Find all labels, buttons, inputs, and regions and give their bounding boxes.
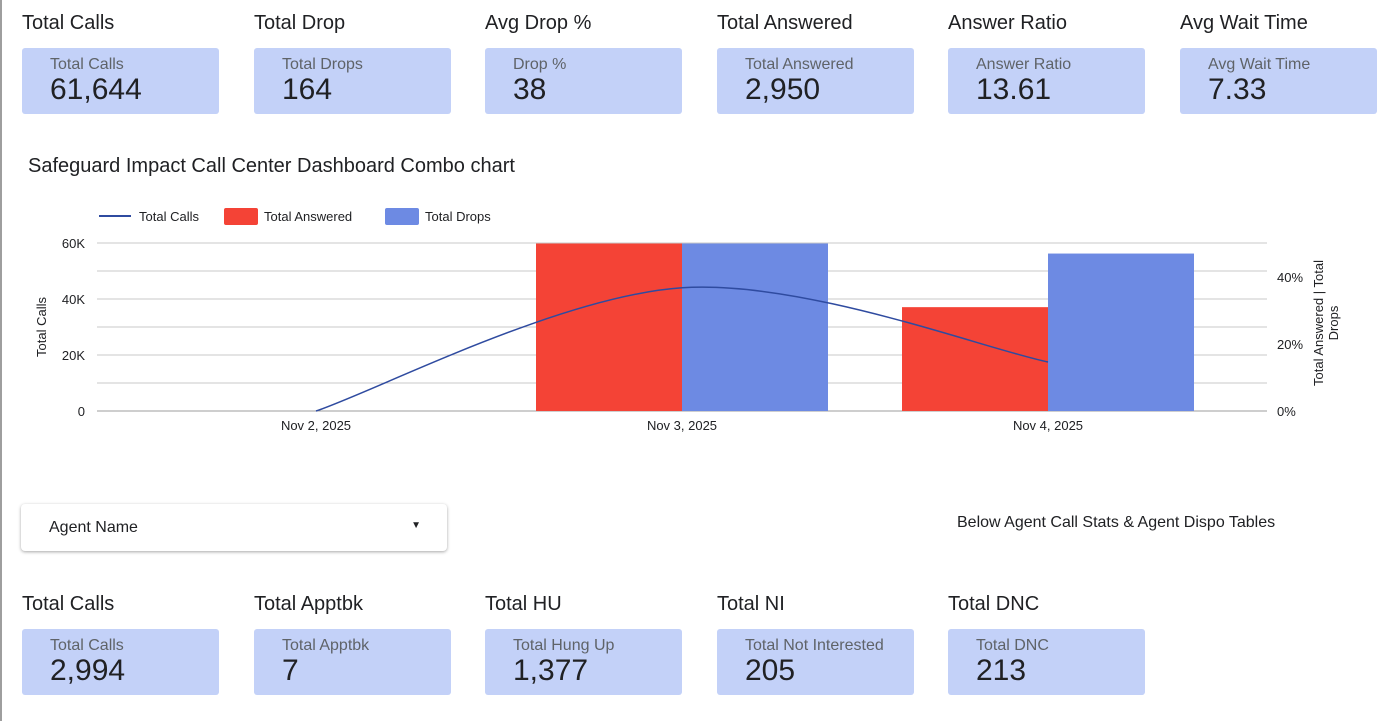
bar-total-drops xyxy=(1048,253,1194,411)
agent-name-label: Agent Name xyxy=(49,519,138,536)
kpi-total-calls: Total Calls Total Calls 61,644 xyxy=(22,12,219,114)
kpi-total-drop: Total Drop Total Drops 164 xyxy=(254,12,451,114)
below-note: Below Agent Call Stats & Agent Dispo Tab… xyxy=(957,514,1276,531)
scorecard: Avg Wait Time 7.33 xyxy=(1180,48,1377,114)
scorecard-label: Drop % xyxy=(513,56,567,73)
scorecard-label: Total Not Interested xyxy=(745,637,884,654)
y-tick-label: 40K xyxy=(62,292,85,307)
kpi-title: Total Apptbk xyxy=(254,593,363,615)
scorecard-value: 2,950 xyxy=(745,73,821,106)
y-right-tick-label: 0% xyxy=(1277,404,1296,419)
scorecard: Answer Ratio 13.61 xyxy=(948,48,1145,114)
kpi-title: Total Calls xyxy=(22,593,115,615)
legend-swatch-drops xyxy=(385,208,419,225)
agent-name-dropdown[interactable]: Agent Name ▼ xyxy=(21,504,447,551)
scorecard-value: 1,377 xyxy=(513,654,589,687)
y-tick-label: 60K xyxy=(62,236,85,251)
kpi-total-dnc: Total DNC Total DNC 213 xyxy=(948,593,1145,695)
kpi-title: Total Answered xyxy=(717,12,853,34)
kpi-total-apptbk: Total Apptbk Total Apptbk 7 xyxy=(254,593,451,695)
y-right-tick-label: 40% xyxy=(1277,270,1303,285)
scorecard: Drop % 38 xyxy=(485,48,682,114)
bar-total-answered xyxy=(902,307,1048,411)
legend-total-calls: Total Calls xyxy=(139,209,199,224)
scorecard: Total Hung Up 1,377 xyxy=(485,629,682,695)
line-total-calls xyxy=(315,286,1049,412)
scorecard-value: 213 xyxy=(976,654,1027,687)
y-right-axis-title: Total Answered | TotalDrops xyxy=(1311,260,1341,386)
scorecard: Total Apptbk 7 xyxy=(254,629,451,695)
scorecard: Total Drops 164 xyxy=(254,48,451,114)
scorecard-label: Total Answered xyxy=(745,56,854,73)
scorecard: Total Answered 2,950 xyxy=(717,48,914,114)
kpi-title: Avg Drop % xyxy=(485,12,592,34)
bar-total-drops xyxy=(682,243,828,411)
kpi-total-hu: Total HU Total Hung Up 1,377 xyxy=(485,593,682,695)
scorecard-label: Total Apptbk xyxy=(282,637,370,654)
x-tick-label: Nov 3, 2025 xyxy=(647,418,717,433)
scorecard-label: Total Calls xyxy=(50,637,124,654)
scorecard-value: 13.61 xyxy=(976,73,1052,106)
scorecard-label: Answer Ratio xyxy=(976,56,1072,73)
y-right-axis-title-line2: Drops xyxy=(1326,305,1341,340)
kpi-title: Answer Ratio xyxy=(948,12,1067,34)
scorecard: Total Not Interested 205 xyxy=(717,629,914,695)
kpi-title: Total HU xyxy=(485,593,562,615)
scorecard-value: 2,994 xyxy=(50,654,126,687)
y-right-tick-label: 20% xyxy=(1277,337,1303,352)
kpi-avg-drop-: Avg Drop % Drop % 38 xyxy=(485,12,682,114)
kpi-total-calls: Total Calls Total Calls 2,994 xyxy=(22,593,219,695)
scorecard: Total DNC 213 xyxy=(948,629,1145,695)
scorecard-label: Avg Wait Time xyxy=(1208,56,1311,73)
chart-title: Safeguard Impact Call Center Dashboard C… xyxy=(28,155,515,177)
scorecard-label: Total DNC xyxy=(976,637,1049,654)
scorecard-label: Total Calls xyxy=(50,56,124,73)
kpi-title: Total Drop xyxy=(254,12,346,34)
kpi-title: Avg Wait Time xyxy=(1180,12,1308,34)
scorecard-value: 61,644 xyxy=(50,73,142,106)
kpi-title: Total NI xyxy=(717,593,785,615)
combo-chart: 0 20K 40K 60K 0% 20% 40% Total Calls Total Answe… xyxy=(34,208,1341,433)
scorecard-value: 205 xyxy=(745,654,796,687)
scorecard-label: Total Drops xyxy=(282,56,363,73)
scorecard-value: 164 xyxy=(282,73,333,106)
kpi-answer-ratio: Answer Ratio Answer Ratio 13.61 xyxy=(948,12,1145,114)
y-tick-label: 20K xyxy=(62,348,85,363)
kpi-total-answered: Total Answered Total Answered 2,950 xyxy=(717,12,914,114)
scorecard-label: Total Hung Up xyxy=(513,637,615,654)
legend-total-drops: Total Drops xyxy=(425,209,491,224)
kpi-avg-wait-time: Avg Wait Time Avg Wait Time 7.33 xyxy=(1180,12,1377,114)
legend-total-answered: Total Answered xyxy=(264,209,352,224)
kpi-title: Total Calls xyxy=(22,12,115,34)
y-tick-label: 0 xyxy=(78,404,85,419)
y-axis-title: Total Calls xyxy=(34,297,49,357)
scorecard-value: 7.33 xyxy=(1208,73,1267,106)
x-tick-label: Nov 4, 2025 xyxy=(1013,418,1083,433)
scorecard: Total Calls 2,994 xyxy=(22,629,219,695)
scorecard-value: 7 xyxy=(282,654,299,687)
bar-total-answered xyxy=(536,243,682,411)
kpi-title: Total DNC xyxy=(948,593,1040,615)
legend-swatch-answered xyxy=(224,208,258,225)
y-right-axis-title-line1: Total Answered | Total xyxy=(1311,260,1326,386)
kpi-total-ni: Total NI Total Not Interested 205 xyxy=(717,593,914,695)
x-tick-label: Nov 2, 2025 xyxy=(281,418,351,433)
scorecard: Total Calls 61,644 xyxy=(22,48,219,114)
caret-down-icon: ▼ xyxy=(411,520,421,531)
scorecard-value: 38 xyxy=(513,73,547,106)
